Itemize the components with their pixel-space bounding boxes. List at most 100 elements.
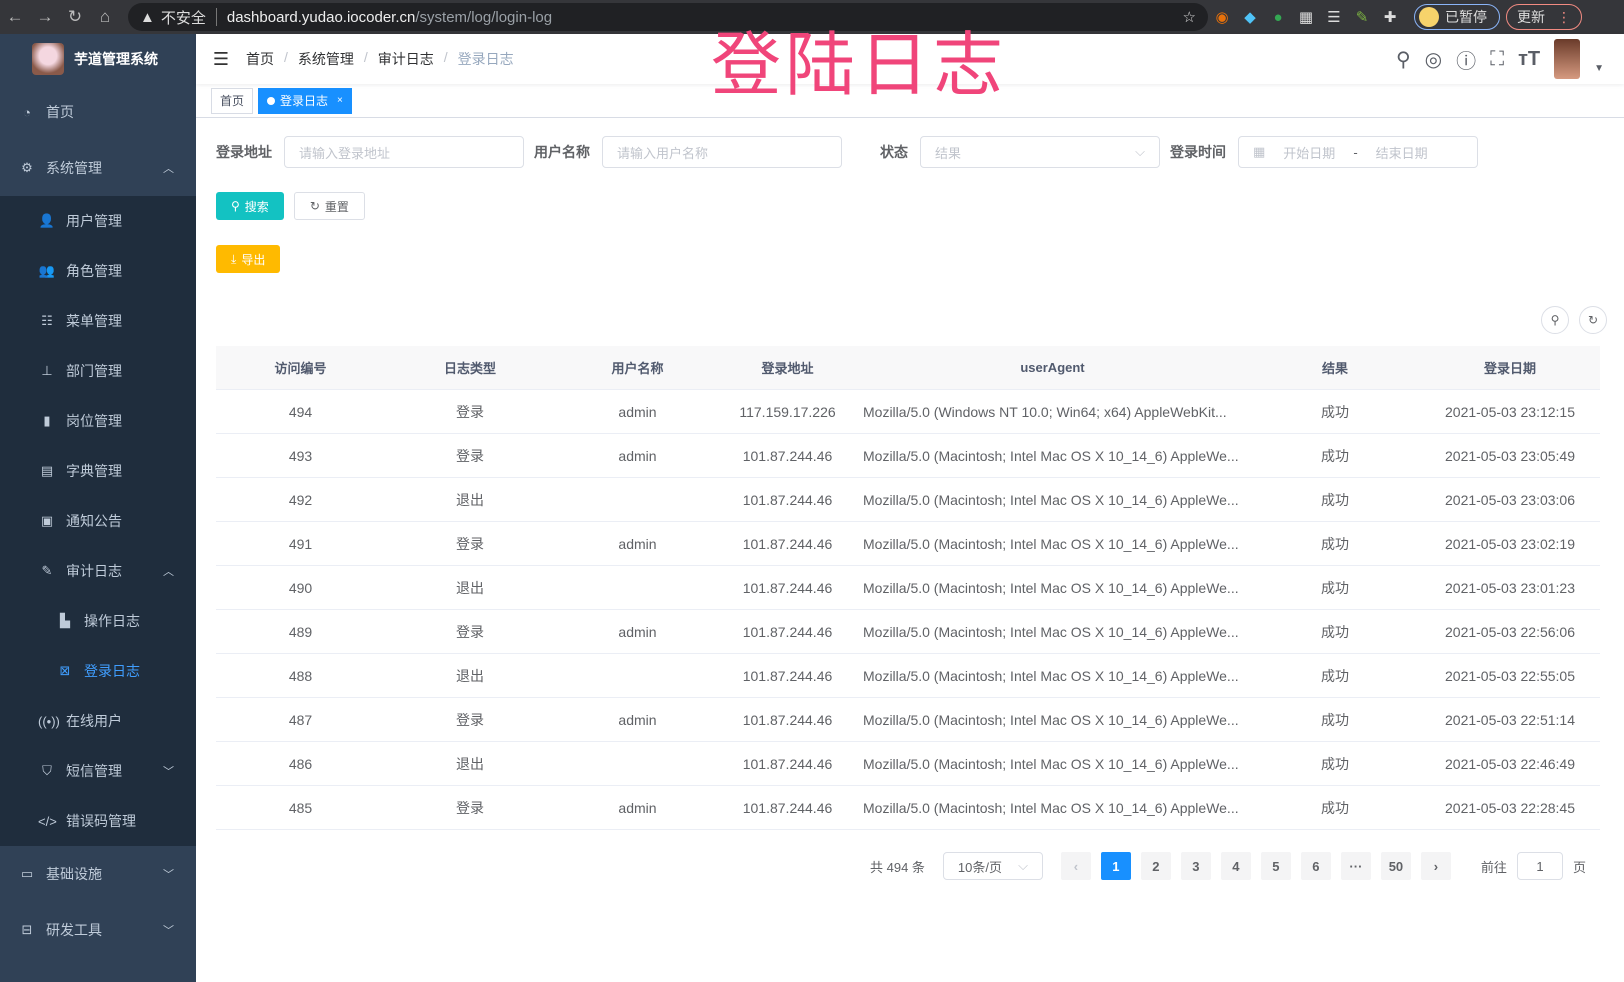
sidebar-item-login-log[interactable]: ⊠ 登录日志 [0, 646, 196, 696]
fullscreen-icon[interactable]: ⛶ [1490, 47, 1505, 70]
home-icon[interactable]: ⌂ [99, 7, 111, 26]
table-cell: Mozilla/5.0 (Windows NT 10.0; Win64; x64… [863, 403, 1227, 420]
user-icon: 👤 [38, 213, 56, 228]
search-button[interactable]: ⚲ 搜索 [216, 192, 284, 220]
page-button[interactable]: 50 [1380, 852, 1411, 880]
page-button[interactable]: ··· [1340, 852, 1371, 880]
sidebar-item-audit-log[interactable]: ✎ 审计日志 ︿ [0, 546, 196, 596]
forward-icon[interactable]: → [36, 7, 54, 26]
table-row: 487 登录 admin 101.87.244.46 Mozilla/5.0 (Maci… [216, 698, 1600, 742]
table-cell: 101.87.244.46 [742, 491, 833, 508]
bookmark-star-icon[interactable]: ☆ [1182, 9, 1196, 26]
status-select[interactable]: 结果 ⌵ [920, 136, 1160, 168]
goto-page-input[interactable]: 1 [1516, 852, 1563, 880]
question-icon[interactable]: ⓘ [1456, 50, 1477, 73]
sidebar-item-error-code[interactable]: </> 错误码管理 [0, 796, 196, 846]
sidebar-item-system[interactable]: ⚙ 系统管理 ︿ [0, 140, 196, 196]
table-cell: 2021-05-03 22:51:14 [1445, 711, 1575, 728]
table-cell: 101.87.244.46 [742, 623, 833, 640]
sidebar-item-label: 系统管理 [46, 160, 102, 176]
log-icon: ✎ [41, 563, 53, 578]
sidebar-item-dict[interactable]: ▤ 字典管理 [0, 446, 196, 496]
toggle-search-button[interactable]: ⚲ [1541, 306, 1569, 334]
sidebar-item-devtools[interactable]: ⊟ 研发工具 ﹀ [0, 902, 196, 958]
github-icon[interactable]: ◎ [1424, 48, 1443, 71]
page-button[interactable]: 4 [1220, 852, 1251, 880]
sidebar-item-roles[interactable]: 👥 角色管理 [0, 246, 196, 296]
sidebar-item-home[interactable]: ◔ 首页 [0, 84, 196, 140]
profile-button[interactable]: 已暂停 [1414, 4, 1500, 30]
hamburger-icon[interactable]: ☰ [212, 48, 230, 69]
table-row: 491 登录 admin 101.87.244.46 Mozilla/5.0 (Maci… [216, 522, 1600, 566]
page-unit: 页 [1572, 859, 1586, 875]
export-button[interactable]: ⤓ 导出 [216, 245, 281, 273]
button-label: 导出 [241, 252, 266, 267]
sidebar-item-infra[interactable]: ▭ 基础设施 ﹀ [0, 846, 196, 902]
caret-down-icon[interactable]: ▼ [1594, 62, 1604, 74]
post-icon: ▮ [43, 413, 51, 428]
page-button[interactable]: 6 [1300, 852, 1331, 880]
page-button[interactable]: 5 [1260, 852, 1291, 880]
puzzle-icon[interactable]: ✚ [1383, 9, 1397, 26]
back-icon[interactable]: ← [6, 7, 24, 26]
sidebar-item-label: 角色管理 [66, 263, 122, 279]
extension-icon[interactable]: ✎ [1355, 9, 1369, 26]
extension-icon[interactable]: ● [1273, 8, 1283, 26]
close-icon[interactable]: × [337, 95, 343, 106]
page-button[interactable]: 3 [1180, 852, 1211, 880]
font-size-icon[interactable]: тT [1518, 47, 1541, 70]
update-button[interactable]: 更新 ⋮ [1506, 4, 1582, 30]
date-range-picker[interactable]: ▦ 开始日期 - 结束日期 [1238, 136, 1478, 168]
table-cell: admin [618, 711, 657, 728]
sidebar-item-label: 登录日志 [84, 663, 140, 679]
table-cell: Mozilla/5.0 (Macintosh; Intel Mac OS X 1… [863, 755, 1239, 772]
extension-icon[interactable]: ▦ [1298, 9, 1314, 26]
sidebar-item-label: 错误码管理 [66, 813, 136, 829]
breadcrumb-item[interactable]: 系统管理 [297, 51, 354, 67]
search-icon[interactable]: ⚲ [1395, 48, 1411, 71]
refresh-button[interactable]: ↻ [1579, 306, 1607, 334]
reset-button[interactable]: ↻ 重置 [293, 192, 365, 220]
sidebar-item-sms[interactable]: ⛉ 短信管理 ﹀ [0, 746, 196, 796]
page-size-select[interactable]: 10条/页 ⌵ [942, 852, 1043, 880]
extension-icon[interactable]: ◆ [1244, 9, 1256, 26]
login-log-table: 访问编号 日志类型 用户名称 登录地址 userAgent 结果 登录日期 494 登录 admi… [216, 346, 1600, 830]
end-date[interactable]: 结束日期 [1375, 145, 1428, 161]
table-row: 492 退出 101.87.244.46 Mozilla/5.0 (Macintosh… [216, 478, 1600, 522]
sidebar-item-notice[interactable]: ▣ 通知公告 [0, 496, 196, 546]
avatar[interactable] [1554, 39, 1581, 79]
dict-icon: ▤ [40, 463, 54, 478]
table-cell: 2021-05-03 23:01:23 [1445, 579, 1575, 596]
table-cell: 2021-05-03 22:55:05 [1445, 667, 1575, 684]
sidebar-item-menus[interactable]: ☷ 菜单管理 [0, 296, 196, 346]
reload-icon[interactable]: ↻ [67, 7, 83, 26]
more-icon: ⋮ [1557, 8, 1571, 25]
next-page-button[interactable]: › [1420, 852, 1451, 880]
sidebar-item-operate-log[interactable]: ▙ 操作日志 [0, 596, 196, 646]
prev-page-button[interactable]: ‹ [1060, 852, 1091, 880]
logo[interactable]: 芋道管理系统 [0, 34, 196, 84]
table-row: 489 登录 admin 101.87.244.46 Mozilla/5.0 (Maci… [216, 610, 1600, 654]
sidebar-item-depts[interactable]: ⊥ 部门管理 [0, 346, 196, 396]
address-bar[interactable]: ▲ 不安全 dashboard.yudao.iocoder.cn/system/… [128, 3, 1208, 31]
extension-icon[interactable]: ◉ [1215, 9, 1229, 26]
sidebar-item-posts[interactable]: ▮ 岗位管理 [0, 396, 196, 446]
table-row: 485 登录 admin 101.87.244.46 Mozilla/5.0 (Maci… [216, 786, 1600, 830]
column-header: 日志类型 [443, 361, 496, 376]
breadcrumb-item[interactable]: 首页 [246, 51, 274, 67]
start-date[interactable]: 开始日期 [1283, 145, 1336, 161]
table-cell: 登录 [456, 711, 484, 728]
sidebar-item-online-users[interactable]: ((•)) 在线用户 [0, 696, 196, 746]
chevron-up-icon: ︿ [163, 566, 174, 578]
tag-home[interactable]: 首页 [211, 87, 254, 114]
search-icon: ⚲ [1550, 313, 1560, 327]
extension-icon[interactable]: ☰ [1327, 9, 1341, 26]
address-input[interactable]: 请输入登录地址 [284, 136, 524, 168]
page-button[interactable]: 1 [1100, 852, 1131, 880]
breadcrumb-item[interactable]: 审计日志 [377, 51, 434, 67]
tag-login-log[interactable]: 登录日志 × [258, 87, 352, 114]
page-button[interactable]: 2 [1140, 852, 1171, 880]
sidebar-item-users[interactable]: 👤 用户管理 [0, 196, 196, 246]
username-input[interactable]: 请输入用户名称 [602, 136, 842, 168]
table-cell: 487 [288, 711, 313, 728]
